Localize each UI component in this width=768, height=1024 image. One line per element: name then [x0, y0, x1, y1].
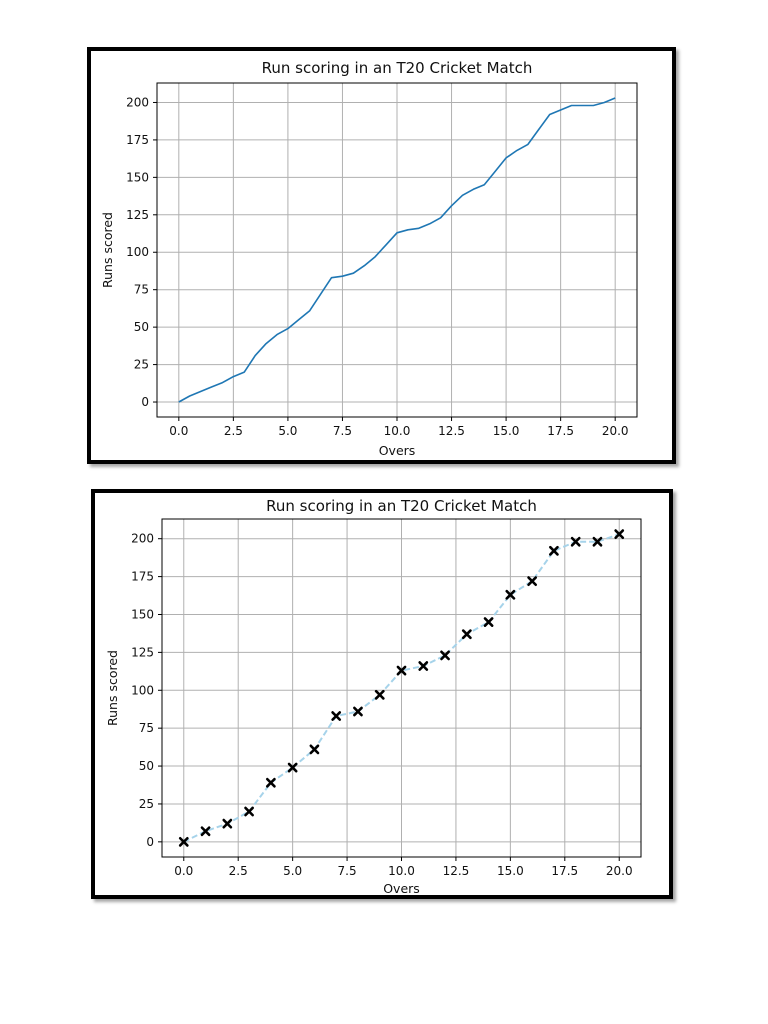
marker-stroke [396, 665, 407, 676]
marker-stroke [483, 617, 494, 627]
data-point-marker [309, 744, 320, 755]
marker-stroke [331, 711, 342, 721]
x-tick-label: 0.0 [174, 864, 193, 878]
y-tick-label: 200 [126, 95, 149, 109]
data-point-marker [505, 589, 516, 600]
data-point-marker [592, 536, 603, 547]
x-tick-label: 10.0 [388, 864, 415, 878]
y-tick-label: 200 [131, 532, 154, 546]
x-tick-label: 20.0 [602, 424, 629, 438]
x-tick-label: 0.0 [169, 424, 188, 438]
y-tick-label: 50 [139, 759, 154, 773]
data-point-marker [418, 661, 429, 671]
data-point-marker [222, 818, 233, 829]
data-point-marker [244, 806, 254, 817]
x-tick-label: 17.5 [551, 864, 578, 878]
y-tick-label: 100 [131, 683, 154, 697]
marker-stroke [374, 689, 385, 700]
x-tick-label: 12.5 [438, 424, 465, 438]
y-axis-label: Runs scored [100, 212, 115, 288]
marker-stroke [570, 536, 581, 547]
y-tick-label: 75 [139, 721, 154, 735]
marker-stroke [309, 744, 320, 755]
data-point-marker [483, 617, 494, 627]
y-tick-label: 175 [126, 133, 149, 147]
y-tick-label: 25 [134, 358, 149, 372]
x-tick-label: 7.5 [333, 424, 352, 438]
x-tick-label: 15.0 [497, 864, 524, 878]
y-tick-label: 100 [126, 245, 149, 259]
marker-stroke [222, 818, 233, 829]
data-point-marker [570, 536, 581, 547]
y-tick-label: 75 [134, 283, 149, 297]
marker-stroke [440, 650, 450, 661]
data-point-marker [331, 711, 342, 721]
marker-stroke [461, 629, 472, 640]
marker-stroke [505, 589, 516, 600]
axes-frame [161, 518, 642, 858]
data-point-marker [200, 826, 211, 837]
data-point-marker [440, 650, 450, 661]
series-line [183, 533, 620, 843]
marker-stroke [265, 777, 276, 788]
chart-frame-bottom: 0.0 2.5 5.0 7.5 10.0 12.5 15.0 17.5 20.0 0 25 50 75 1… [91, 489, 673, 899]
y-tick-label: 125 [126, 208, 149, 222]
y-tick-label: 175 [131, 570, 154, 584]
marker-stroke [549, 545, 559, 556]
data-point-marker [287, 762, 298, 773]
y-tick-label: 25 [139, 797, 154, 811]
marker-stroke [200, 826, 211, 837]
run-chart-markers: 0.0 2.5 5.0 7.5 10.0 12.5 15.0 17.5 20.0 0 25 50 75 1… [105, 497, 642, 896]
series-line [178, 97, 616, 403]
chart-title: Run scoring in an T20 Cricket Match [262, 59, 533, 77]
x-tick-label: 5.0 [278, 424, 297, 438]
data-point-marker [178, 836, 189, 847]
y-tick-label: 0 [141, 395, 149, 409]
marker-stroke [244, 806, 254, 817]
chart-frame-top: 0.0 2.5 5.0 7.5 10.0 12.5 15.0 17.5 20.0 0 25 50 75 1… [87, 47, 676, 464]
data-point-marker [549, 545, 559, 556]
y-axis-label: Runs scored [105, 650, 120, 726]
x-tick-label: 7.5 [338, 864, 357, 878]
data-point-marker [353, 706, 363, 717]
data-point-marker [374, 689, 385, 700]
data-point-marker [396, 665, 407, 676]
marker-stroke [178, 836, 189, 847]
y-tick-label: 50 [134, 320, 149, 334]
x-tick-label: 2.5 [224, 424, 243, 438]
x-tick-label: 12.5 [443, 864, 470, 878]
axes-frame [156, 82, 638, 418]
marker-stroke [353, 706, 363, 717]
x-axis-label: Overs [379, 443, 416, 458]
x-tick-label: 2.5 [229, 864, 248, 878]
marker-stroke [592, 536, 603, 547]
y-tick-label: 0 [146, 835, 154, 849]
data-point-marker [461, 629, 472, 640]
x-tick-label: 15.0 [493, 424, 520, 438]
marker-stroke [527, 576, 538, 587]
data-point-marker [265, 777, 276, 788]
marker-stroke [287, 762, 298, 773]
y-tick-label: 150 [131, 607, 154, 621]
x-axis-label: Overs [383, 881, 420, 896]
marker-stroke [418, 661, 429, 671]
data-point-marker [614, 529, 625, 540]
x-tick-label: 10.0 [384, 424, 411, 438]
data-point-marker [527, 576, 538, 587]
marker-stroke [614, 529, 625, 540]
y-tick-label: 150 [126, 170, 149, 184]
x-tick-label: 20.0 [606, 864, 633, 878]
x-tick-label: 17.5 [547, 424, 574, 438]
x-tick-label: 5.0 [283, 864, 302, 878]
chart-title: Run scoring in an T20 Cricket Match [266, 497, 537, 515]
y-tick-label: 125 [131, 645, 154, 659]
run-chart-line: 0.0 2.5 5.0 7.5 10.0 12.5 15.0 17.5 20.0 0 25 50 75 1… [100, 59, 638, 458]
